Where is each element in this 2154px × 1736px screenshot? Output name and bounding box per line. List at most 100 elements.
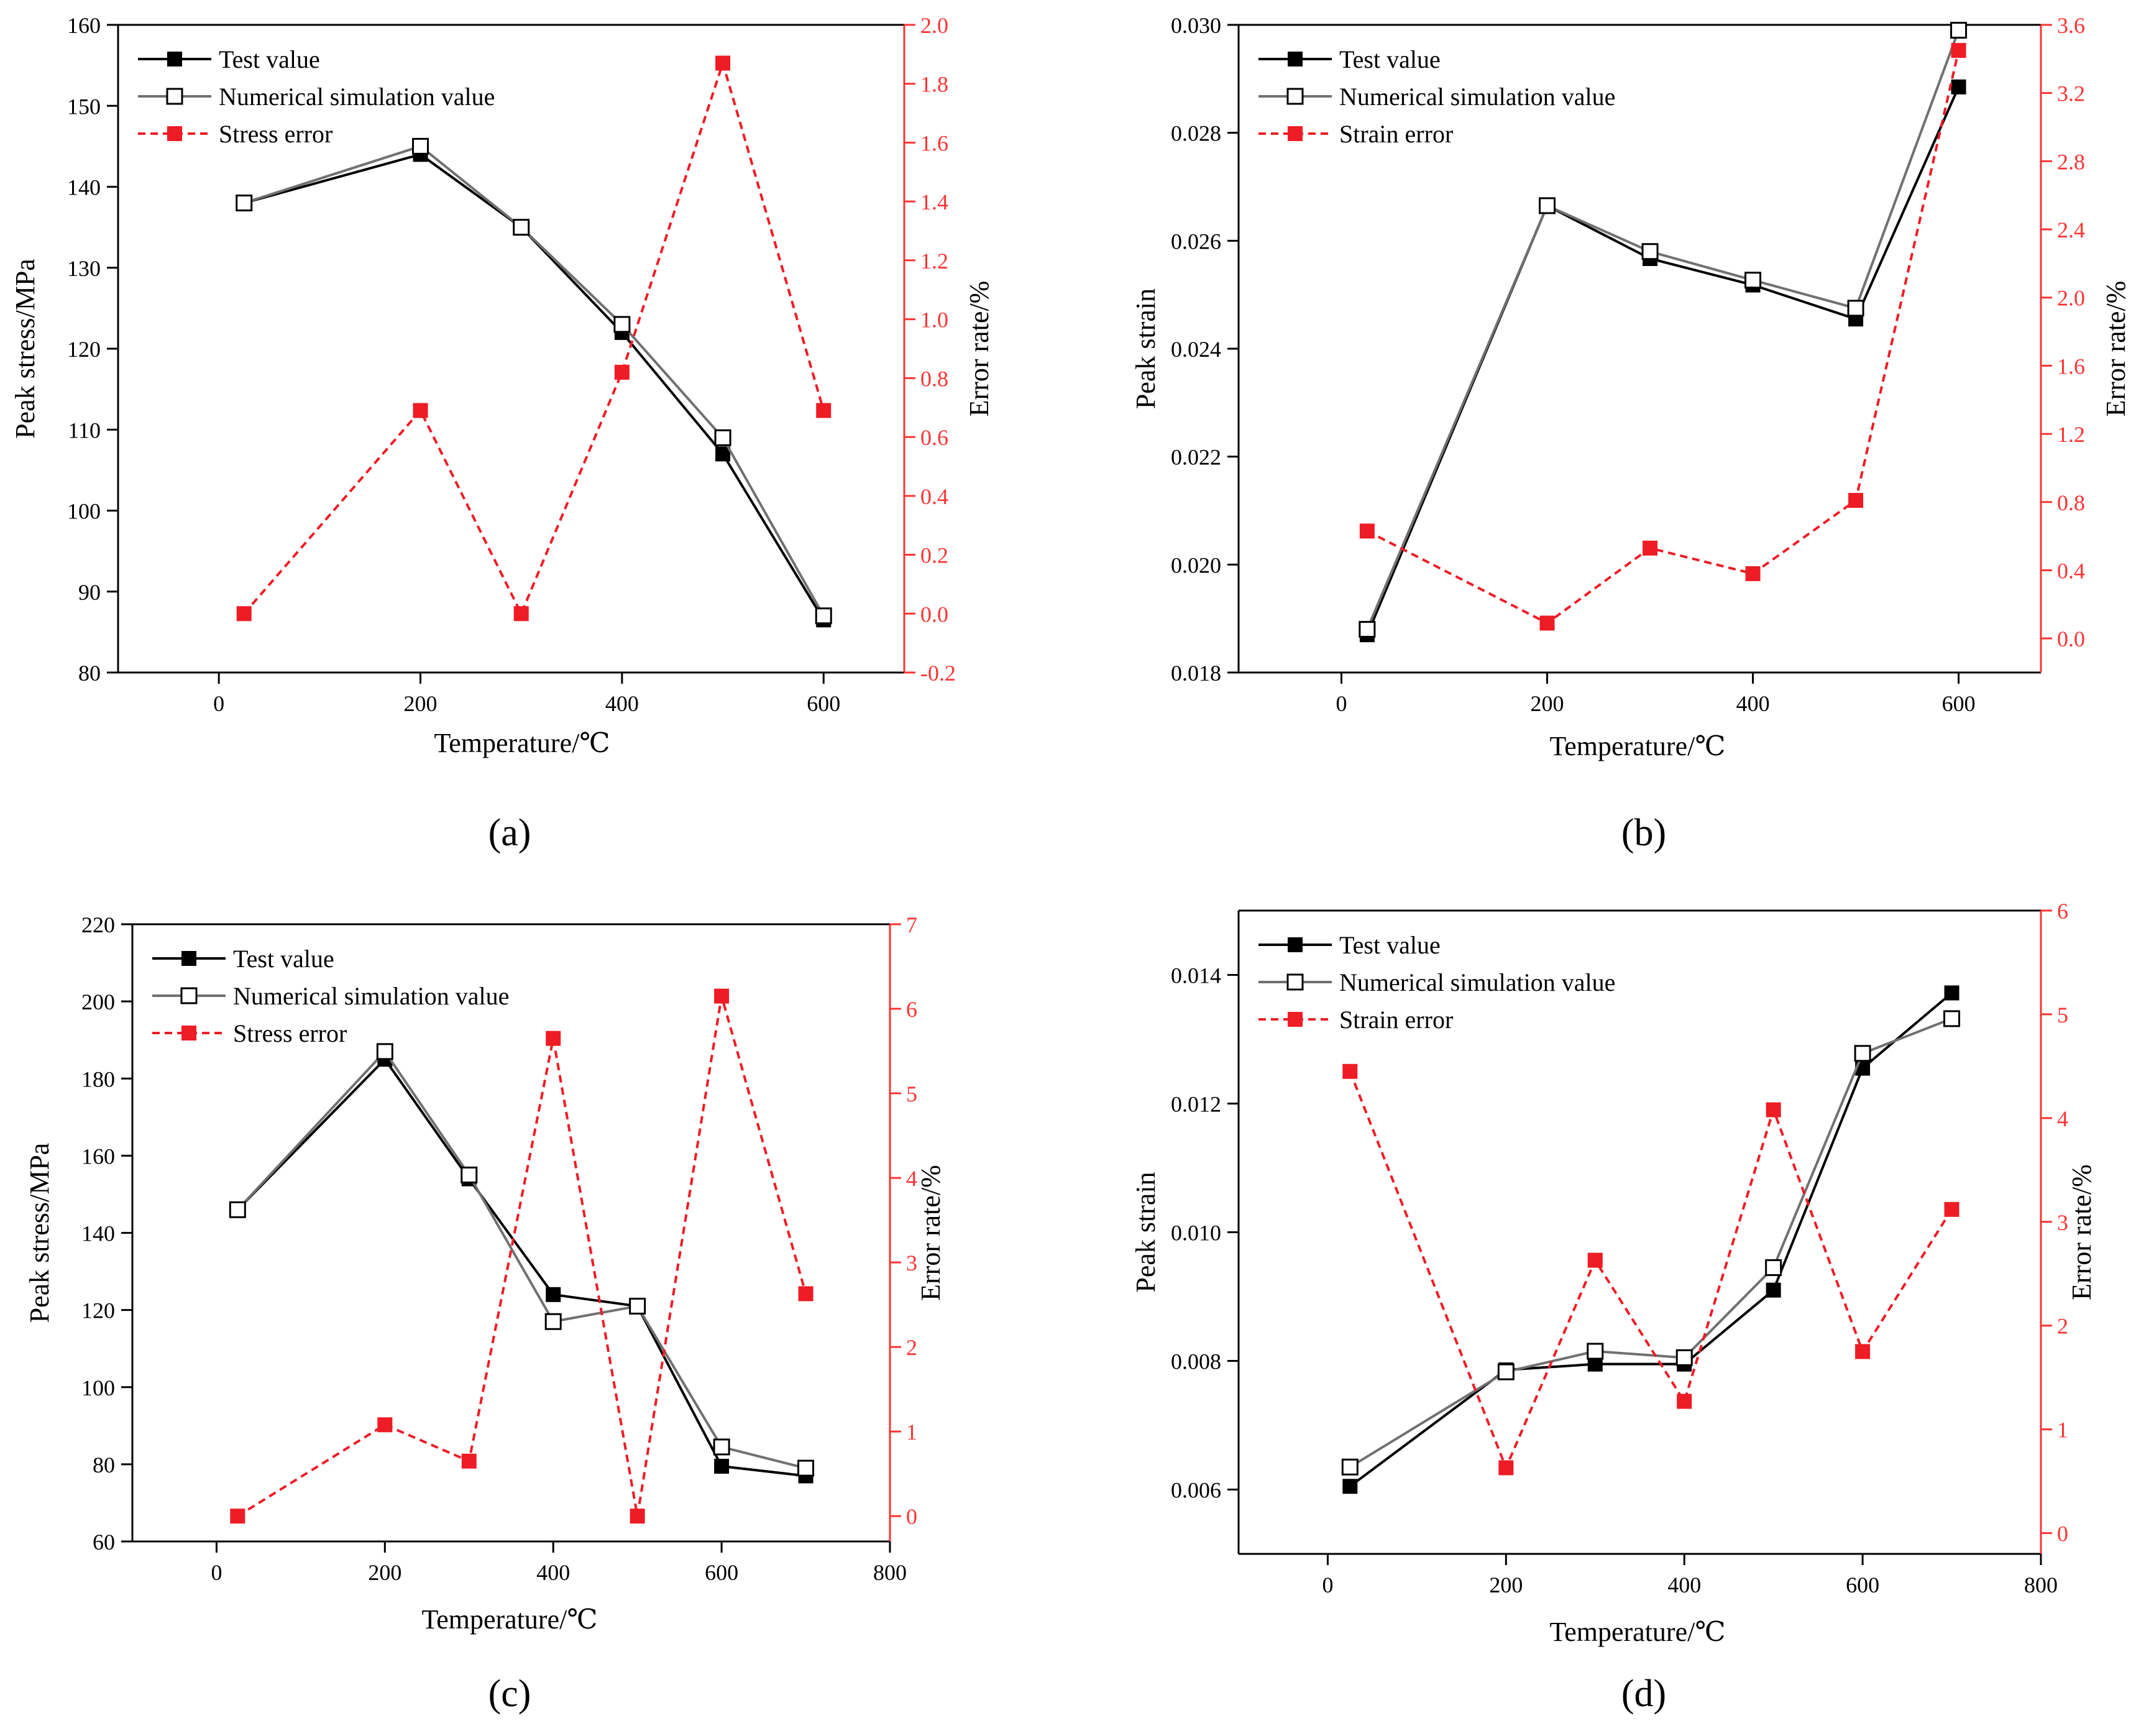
y-tick-label: 140 [81, 1221, 115, 1246]
data-point-sim [1847, 300, 1864, 317]
series-line-sim [244, 145, 825, 617]
y-tick-label: 120 [67, 337, 101, 362]
data-point-sim [713, 1438, 730, 1456]
x-axis-title: Temperature/℃ [1549, 1617, 1725, 1647]
y2-tick-label: 1.2 [920, 249, 948, 273]
y2-tick-label: 0.0 [920, 602, 948, 627]
data-point-error [630, 1509, 645, 1524]
series-line-test [244, 153, 825, 621]
x-axis-title: Temperature/℃ [1549, 731, 1725, 761]
y2-tick-label: 1.8 [920, 72, 948, 97]
data-point-sim [1341, 1458, 1359, 1476]
data-point-error [546, 1031, 561, 1046]
y-tick-label: 0.012 [1171, 1092, 1221, 1117]
data-point-sim [1943, 1010, 1961, 1027]
data-point-error [816, 403, 832, 418]
y-tick-label: 100 [81, 1375, 115, 1400]
y2-tick-label: 0 [906, 1504, 917, 1529]
y-tick-label: 0.026 [1171, 229, 1221, 254]
data-point-error [1944, 1201, 1959, 1217]
x-tick-label: 200 [368, 1560, 401, 1585]
data-point-sim [815, 607, 832, 625]
y-tick-label: 90 [78, 580, 101, 605]
x-tick-label: 0 [1336, 691, 1347, 716]
y2-tick-label: 0.0 [2057, 627, 2085, 651]
data-point-test [1951, 79, 1966, 94]
data-point-sim [461, 1166, 478, 1183]
y-tick-label: 0.024 [1171, 337, 1221, 362]
data-point-error [236, 606, 252, 622]
y2-tick-label: 1 [2057, 1418, 2068, 1443]
data-point-test [1944, 985, 1959, 1001]
y2-tick-label: 2 [906, 1335, 917, 1360]
data-point-error [1855, 1344, 1871, 1359]
x-tick-label: 800 [873, 1560, 907, 1585]
y-tick-label: 120 [81, 1298, 115, 1323]
y-tick-label: 180 [81, 1067, 115, 1091]
y-tick-label: 150 [67, 94, 101, 119]
data-point-sim [412, 137, 429, 155]
y-tick-label: 160 [67, 13, 101, 38]
legend-label: Test value [1339, 45, 1441, 73]
panel-label: (b) [1621, 812, 1666, 854]
y-tick-label: 0.018 [1171, 661, 1221, 686]
x-tick-label: 200 [404, 691, 438, 716]
legend-marker-sim [1286, 973, 1304, 991]
y2-tick-label: 1.4 [920, 190, 948, 214]
legend-marker-test [1288, 937, 1303, 952]
data-point-error [714, 988, 730, 1004]
y-tick-label: 0.022 [1171, 445, 1221, 470]
data-point-sim [1641, 243, 1659, 260]
data-point-error [1342, 1063, 1358, 1079]
x-tick-label: 600 [1846, 1573, 1879, 1597]
data-point-error [1677, 1394, 1692, 1409]
data-point-sim [714, 429, 731, 446]
legend-label: Strain error [1339, 120, 1453, 148]
x-tick-label: 400 [1736, 691, 1770, 716]
legend-label: Numerical simulation value [1339, 83, 1615, 111]
data-point-sim [1587, 1343, 1604, 1360]
series-line-sim [1349, 1017, 1953, 1468]
legend-label: Numerical simulation value [219, 83, 495, 111]
y-tick-label: 0.010 [1171, 1221, 1221, 1246]
data-point-test [1766, 1282, 1781, 1298]
y-tick-label: 0.008 [1171, 1349, 1221, 1374]
data-point-sim [1744, 272, 1762, 289]
y-tick-label: 80 [78, 661, 101, 686]
data-point-sim [1765, 1259, 1782, 1276]
data-point-error [715, 55, 731, 71]
x-tick-label: 600 [705, 1560, 738, 1585]
data-point-error [1643, 540, 1658, 556]
panel-d: 0 200 400 600 800 0.006 0.008 0.010 0.012 0.014 0 1… [1130, 899, 2097, 1715]
legend-marker-test [181, 951, 196, 966]
x-tick-label: 0 [1322, 1573, 1333, 1597]
y-tick-label: 60 [93, 1530, 115, 1555]
y-axis-title: Peak strain [1130, 288, 1161, 409]
data-point-sim [544, 1313, 562, 1330]
x-tick-label: 800 [2024, 1573, 2058, 1597]
panel-label: (c) [488, 1673, 531, 1715]
legend-marker-error [1288, 126, 1303, 141]
x-axis-title: Temperature/℃ [421, 1604, 597, 1635]
y2-tick-label: 2.4 [2057, 218, 2085, 242]
y2-tick-label: 3.2 [2057, 81, 2085, 106]
panel-c: 0 200 400 600 800 60 80 100 120 140 160 180 200 220 0 1… [24, 912, 946, 1715]
x-tick-label: 400 [605, 691, 639, 716]
y-tick-label: 0.028 [1171, 121, 1221, 146]
data-point-error [1587, 1252, 1603, 1268]
series-line-error [243, 58, 825, 617]
data-point-sim [629, 1297, 646, 1315]
data-point-error [461, 1453, 477, 1469]
legend-label: Stress error [233, 1019, 347, 1047]
y2-tick-label: 2.0 [2057, 286, 2085, 311]
data-point-sim [376, 1043, 393, 1060]
data-point-error [513, 606, 529, 622]
data-point-error [614, 364, 630, 380]
legend-marker-error [181, 1026, 196, 1040]
data-point-error [377, 1417, 393, 1433]
x-tick-label: 200 [1531, 691, 1564, 716]
data-point-sim [513, 219, 530, 236]
data-point-error [1766, 1102, 1781, 1118]
legend-marker-sim [166, 88, 183, 105]
data-point-error [230, 1509, 245, 1524]
